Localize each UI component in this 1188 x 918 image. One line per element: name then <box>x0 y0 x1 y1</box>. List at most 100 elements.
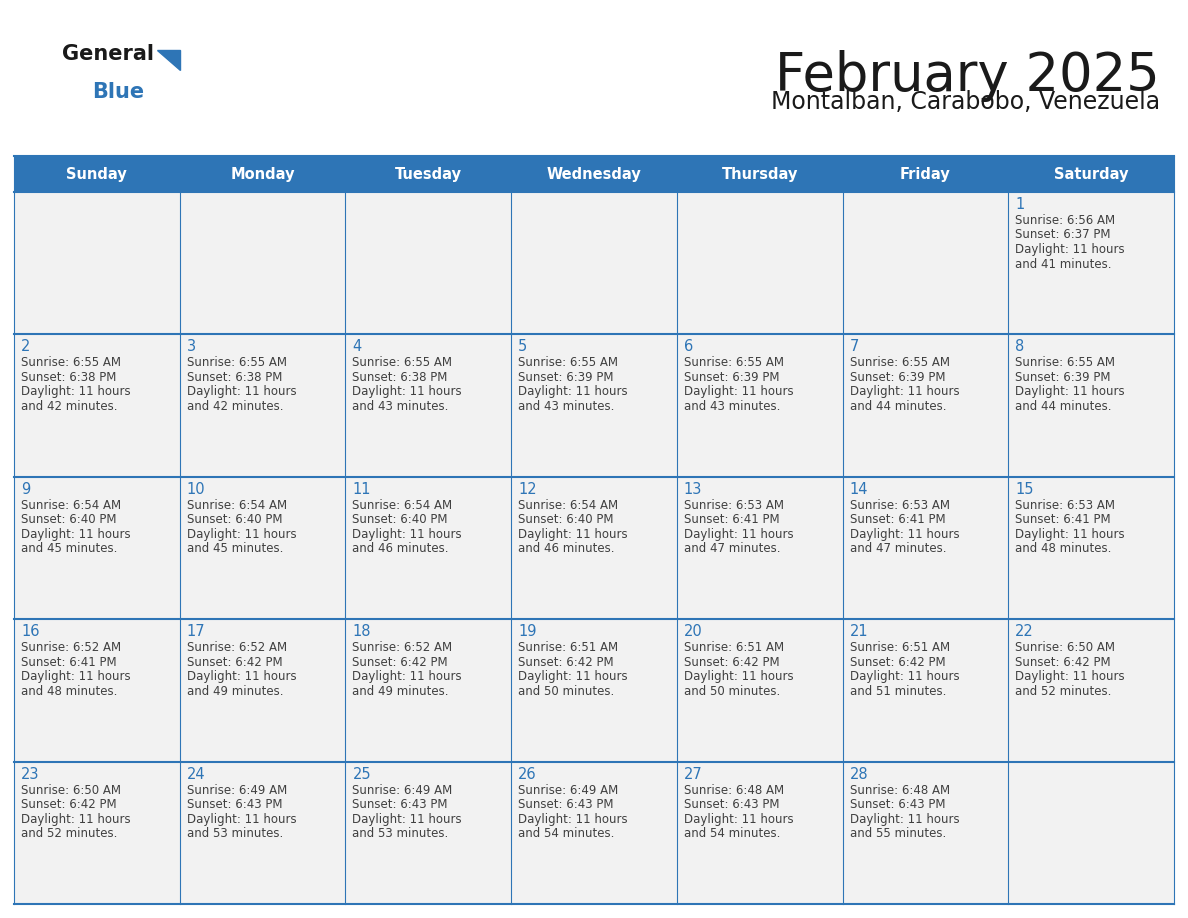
Bar <box>842 156 1009 192</box>
Text: Sunrise: 6:53 AM: Sunrise: 6:53 AM <box>1016 498 1116 512</box>
Text: Sunset: 6:38 PM: Sunset: 6:38 PM <box>187 371 282 384</box>
Text: 18: 18 <box>353 624 371 639</box>
Bar <box>677 476 842 620</box>
Text: Sunrise: 6:54 AM: Sunrise: 6:54 AM <box>353 498 453 512</box>
Text: Sunrise: 6:52 AM: Sunrise: 6:52 AM <box>21 641 121 655</box>
Text: Sunrise: 6:50 AM: Sunrise: 6:50 AM <box>1016 641 1116 655</box>
Text: Sunset: 6:38 PM: Sunset: 6:38 PM <box>21 371 116 384</box>
Text: and 43 minutes.: and 43 minutes. <box>353 400 449 413</box>
Bar <box>511 476 677 620</box>
Text: Sunset: 6:42 PM: Sunset: 6:42 PM <box>684 655 779 668</box>
Text: 4: 4 <box>353 340 361 354</box>
Text: Daylight: 11 hours: Daylight: 11 hours <box>1016 243 1125 256</box>
Text: Sunrise: 6:56 AM: Sunrise: 6:56 AM <box>1016 214 1116 227</box>
Text: Sunset: 6:42 PM: Sunset: 6:42 PM <box>21 798 116 812</box>
Text: Montalban, Carabobo, Venezuela: Montalban, Carabobo, Venezuela <box>771 90 1159 114</box>
Text: Sunrise: 6:52 AM: Sunrise: 6:52 AM <box>187 641 286 655</box>
Bar <box>1009 334 1174 476</box>
Text: Sunrise: 6:53 AM: Sunrise: 6:53 AM <box>849 498 949 512</box>
Text: 5: 5 <box>518 340 527 354</box>
Text: and 53 minutes.: and 53 minutes. <box>353 827 449 840</box>
Text: and 41 minutes.: and 41 minutes. <box>1016 258 1112 271</box>
Text: Sunset: 6:43 PM: Sunset: 6:43 PM <box>353 798 448 812</box>
Text: 22: 22 <box>1016 624 1034 639</box>
Text: Daylight: 11 hours: Daylight: 11 hours <box>187 670 296 683</box>
Text: Sunrise: 6:54 AM: Sunrise: 6:54 AM <box>518 498 618 512</box>
Bar <box>14 334 179 476</box>
Text: 1: 1 <box>1016 197 1024 212</box>
Text: and 51 minutes.: and 51 minutes. <box>849 685 946 698</box>
Text: 16: 16 <box>21 624 39 639</box>
Text: 9: 9 <box>21 482 30 497</box>
Text: Friday: Friday <box>901 166 950 182</box>
Text: Daylight: 11 hours: Daylight: 11 hours <box>353 528 462 541</box>
Text: Blue: Blue <box>91 82 144 102</box>
Text: 23: 23 <box>21 767 39 781</box>
Text: and 52 minutes.: and 52 minutes. <box>21 827 118 840</box>
Text: Sunrise: 6:55 AM: Sunrise: 6:55 AM <box>684 356 784 369</box>
Bar <box>842 334 1009 476</box>
Text: Sunset: 6:41 PM: Sunset: 6:41 PM <box>1016 513 1111 526</box>
Text: Sunrise: 6:55 AM: Sunrise: 6:55 AM <box>187 356 286 369</box>
Text: Sunset: 6:42 PM: Sunset: 6:42 PM <box>518 655 614 668</box>
Bar <box>842 620 1009 762</box>
Text: and 49 minutes.: and 49 minutes. <box>187 685 283 698</box>
Text: Sunrise: 6:51 AM: Sunrise: 6:51 AM <box>684 641 784 655</box>
Text: Daylight: 11 hours: Daylight: 11 hours <box>849 528 959 541</box>
Text: Daylight: 11 hours: Daylight: 11 hours <box>684 386 794 398</box>
Bar <box>346 762 511 904</box>
Bar <box>346 620 511 762</box>
Text: 20: 20 <box>684 624 702 639</box>
Text: and 46 minutes.: and 46 minutes. <box>353 543 449 555</box>
Text: Sunrise: 6:55 AM: Sunrise: 6:55 AM <box>1016 356 1116 369</box>
Text: and 42 minutes.: and 42 minutes. <box>187 400 283 413</box>
Text: Sunrise: 6:50 AM: Sunrise: 6:50 AM <box>21 784 121 797</box>
Text: Daylight: 11 hours: Daylight: 11 hours <box>684 528 794 541</box>
Text: Wednesday: Wednesday <box>546 166 642 182</box>
Text: Sunset: 6:43 PM: Sunset: 6:43 PM <box>849 798 946 812</box>
Bar <box>1009 476 1174 620</box>
Text: Daylight: 11 hours: Daylight: 11 hours <box>187 386 296 398</box>
Text: 12: 12 <box>518 482 537 497</box>
Bar <box>511 334 677 476</box>
Text: Sunrise: 6:48 AM: Sunrise: 6:48 AM <box>849 784 949 797</box>
Text: Saturday: Saturday <box>1054 166 1129 182</box>
Text: Sunset: 6:40 PM: Sunset: 6:40 PM <box>21 513 116 526</box>
Text: Sunrise: 6:53 AM: Sunrise: 6:53 AM <box>684 498 784 512</box>
Bar <box>179 476 346 620</box>
Text: Sunset: 6:40 PM: Sunset: 6:40 PM <box>518 513 614 526</box>
Text: Sunrise: 6:55 AM: Sunrise: 6:55 AM <box>353 356 453 369</box>
Text: 15: 15 <box>1016 482 1034 497</box>
Text: Tuesday: Tuesday <box>394 166 462 182</box>
Text: 2: 2 <box>21 340 31 354</box>
Text: Sunset: 6:41 PM: Sunset: 6:41 PM <box>21 655 116 668</box>
Text: 10: 10 <box>187 482 206 497</box>
Text: Daylight: 11 hours: Daylight: 11 hours <box>353 670 462 683</box>
Text: and 44 minutes.: and 44 minutes. <box>849 400 946 413</box>
Text: Daylight: 11 hours: Daylight: 11 hours <box>518 670 627 683</box>
Text: and 43 minutes.: and 43 minutes. <box>518 400 614 413</box>
Text: Sunrise: 6:51 AM: Sunrise: 6:51 AM <box>518 641 618 655</box>
Bar <box>346 192 511 334</box>
Text: Sunrise: 6:49 AM: Sunrise: 6:49 AM <box>187 784 287 797</box>
Bar <box>179 334 346 476</box>
Text: General: General <box>62 44 154 64</box>
Text: and 47 minutes.: and 47 minutes. <box>684 543 781 555</box>
Text: and 47 minutes.: and 47 minutes. <box>849 543 946 555</box>
Text: 13: 13 <box>684 482 702 497</box>
Text: Daylight: 11 hours: Daylight: 11 hours <box>518 812 627 825</box>
Text: and 48 minutes.: and 48 minutes. <box>1016 543 1112 555</box>
Bar <box>677 334 842 476</box>
Bar <box>1009 192 1174 334</box>
Text: Sunrise: 6:55 AM: Sunrise: 6:55 AM <box>849 356 949 369</box>
Text: Sunset: 6:38 PM: Sunset: 6:38 PM <box>353 371 448 384</box>
Text: Daylight: 11 hours: Daylight: 11 hours <box>187 528 296 541</box>
Text: Sunset: 6:39 PM: Sunset: 6:39 PM <box>1016 371 1111 384</box>
Bar <box>511 156 677 192</box>
Text: Daylight: 11 hours: Daylight: 11 hours <box>21 386 131 398</box>
Bar <box>14 762 179 904</box>
Text: Daylight: 11 hours: Daylight: 11 hours <box>684 670 794 683</box>
Bar <box>14 156 179 192</box>
Text: 25: 25 <box>353 767 371 781</box>
Text: Sunset: 6:40 PM: Sunset: 6:40 PM <box>187 513 283 526</box>
